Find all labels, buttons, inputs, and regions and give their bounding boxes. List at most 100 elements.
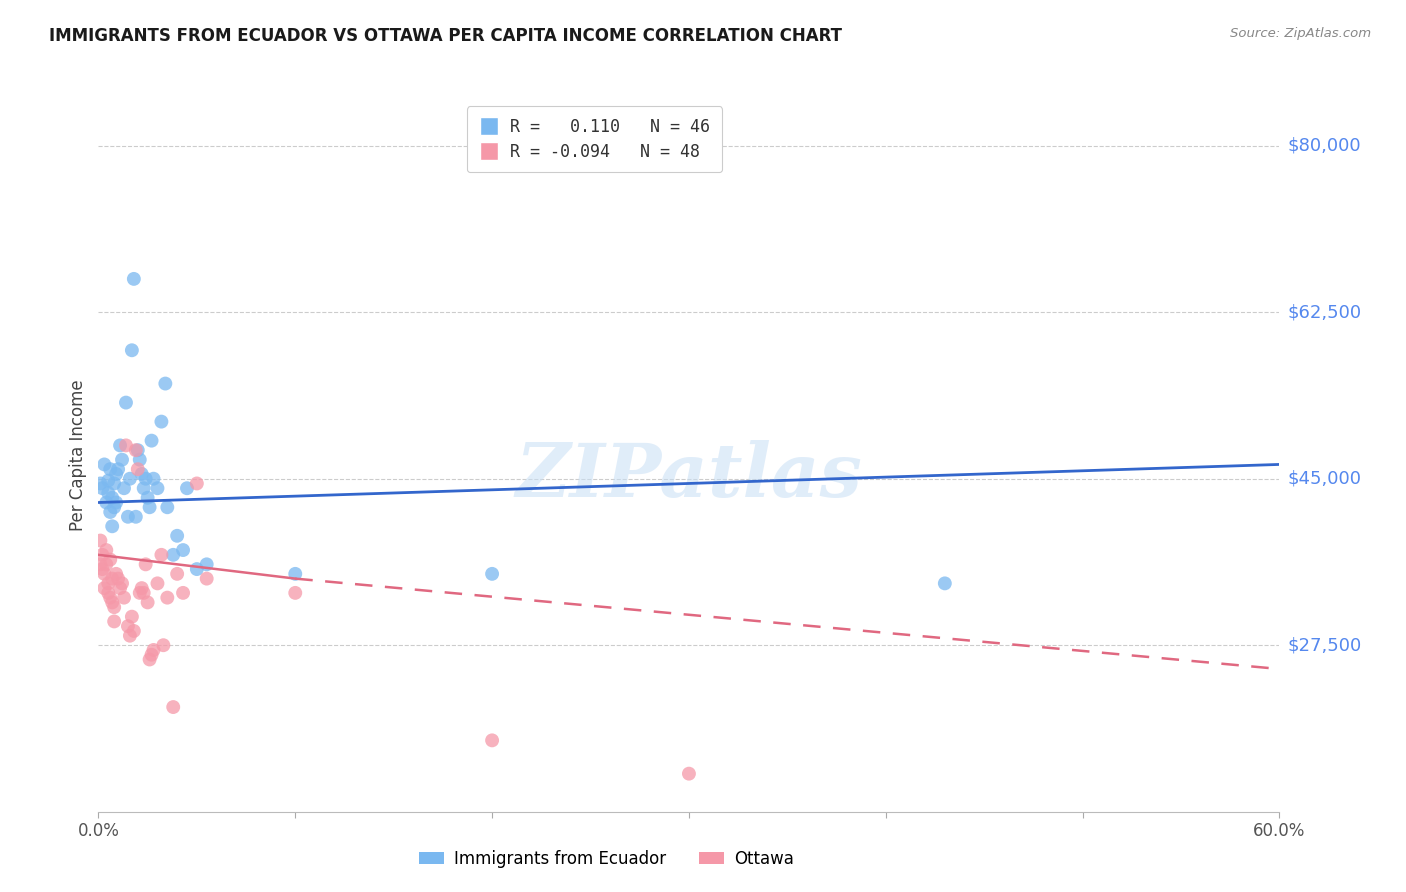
Point [108, 438, 131, 452]
Point [103, 600, 125, 615]
Point [111, 576, 134, 591]
Point [172, 586, 194, 600]
Point [101, 572, 124, 586]
Point [98, 505, 121, 519]
Point [107, 462, 129, 476]
Point [91, 548, 114, 562]
Text: ZIPatlas: ZIPatlas [516, 440, 862, 513]
Point [141, 648, 163, 662]
Point [103, 615, 125, 629]
Point [97, 486, 120, 500]
Point [117, 509, 139, 524]
Point [195, 558, 218, 572]
Point [125, 443, 148, 458]
Point [97, 576, 120, 591]
Point [146, 481, 169, 495]
Point [284, 566, 307, 581]
Point [111, 452, 134, 467]
Point [91, 562, 114, 576]
Point [112, 591, 135, 605]
Point [97, 586, 120, 600]
Point [118, 472, 141, 486]
Point [125, 509, 148, 524]
Point [150, 415, 173, 429]
Text: Source: ZipAtlas.com: Source: ZipAtlas.com [1230, 27, 1371, 40]
Point [127, 443, 149, 458]
Point [136, 491, 159, 505]
Point [105, 566, 128, 581]
Text: $27,500: $27,500 [1288, 636, 1362, 654]
Point [89, 533, 111, 548]
Point [103, 500, 125, 515]
Point [150, 548, 173, 562]
Point [186, 476, 208, 491]
Point [172, 543, 194, 558]
Point [118, 629, 141, 643]
Point [93, 566, 115, 581]
Point [103, 476, 125, 491]
Point [127, 462, 149, 476]
Point [98, 462, 121, 476]
Point [138, 500, 160, 515]
Text: $62,500: $62,500 [1288, 303, 1362, 321]
Point [132, 481, 155, 495]
Point [117, 619, 139, 633]
Legend: Immigrants from Ecuador, Ottawa: Immigrants from Ecuador, Ottawa [412, 844, 800, 875]
Point [96, 543, 118, 558]
Point [166, 529, 188, 543]
Point [105, 495, 128, 509]
Point [93, 458, 115, 472]
Point [138, 652, 160, 666]
Point [96, 558, 118, 572]
Point [101, 595, 124, 609]
Point [156, 500, 179, 515]
Point [105, 467, 128, 481]
Point [136, 595, 159, 609]
Point [107, 572, 129, 586]
Point [934, 576, 956, 591]
Point [101, 519, 124, 533]
Point [142, 472, 165, 486]
Point [101, 491, 124, 505]
Text: $80,000: $80,000 [1288, 136, 1361, 154]
Point [156, 591, 179, 605]
Text: $45,000: $45,000 [1288, 470, 1362, 488]
Point [481, 566, 503, 581]
Point [121, 343, 143, 358]
Point [91, 481, 114, 495]
Point [131, 581, 153, 595]
Point [141, 434, 163, 448]
Point [108, 581, 131, 595]
Point [122, 272, 145, 286]
Point [131, 467, 153, 481]
Point [284, 586, 307, 600]
Point [128, 586, 150, 600]
Point [162, 548, 184, 562]
Point [121, 609, 143, 624]
Point [115, 438, 138, 452]
Point [195, 572, 218, 586]
Point [89, 558, 111, 572]
Point [128, 452, 150, 467]
Point [132, 586, 155, 600]
Point [152, 638, 174, 652]
Point [98, 552, 121, 566]
Point [142, 643, 165, 657]
Text: IMMIGRANTS FROM ECUADOR VS OTTAWA PER CAPITA INCOME CORRELATION CHART: IMMIGRANTS FROM ECUADOR VS OTTAWA PER CA… [49, 27, 842, 45]
Y-axis label: Per Capita Income: Per Capita Income [69, 379, 87, 531]
Point [135, 472, 157, 486]
Point [155, 376, 177, 391]
Point [89, 476, 111, 491]
Point [98, 591, 121, 605]
Point [122, 624, 145, 638]
Point [96, 495, 118, 509]
Point [162, 700, 184, 714]
Point [678, 766, 700, 780]
Point [97, 474, 120, 488]
Point [186, 562, 208, 576]
Point [115, 395, 138, 409]
Point [146, 576, 169, 591]
Point [112, 481, 135, 495]
Point [481, 733, 503, 747]
Point [166, 566, 188, 581]
